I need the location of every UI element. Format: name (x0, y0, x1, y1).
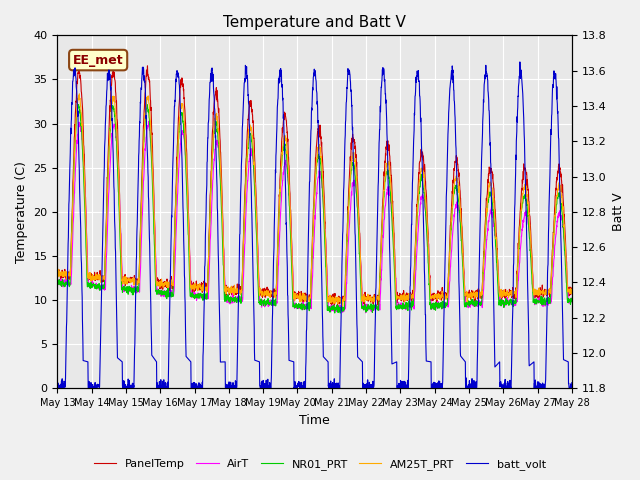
X-axis label: Time: Time (300, 414, 330, 427)
AirT (537, 298, 545, 303)
Line: batt_volt: batt_volt (58, 62, 572, 388)
AM25T_PRT (76, 91, 83, 97)
AirT (362, 310, 369, 316)
batt_volt (54, 385, 61, 391)
AM25T_PRT (341, 298, 349, 303)
NR01_PRT (54, 279, 61, 285)
batt_volt (197, 385, 205, 391)
AirT (197, 295, 205, 300)
PanelTemp (465, 295, 472, 300)
AM25T_PRT (465, 293, 472, 299)
PanelTemp (330, 304, 338, 310)
PanelTemp (537, 288, 545, 293)
AirT (145, 119, 153, 124)
NR01_PRT (75, 102, 83, 108)
AM25T_PRT (330, 295, 337, 300)
AirT (523, 214, 531, 219)
NR01_PRT (568, 297, 576, 302)
batt_volt (330, 384, 337, 390)
Line: PanelTemp: PanelTemp (58, 66, 572, 307)
Title: Temperature and Batt V: Temperature and Batt V (223, 15, 406, 30)
NR01_PRT (337, 310, 344, 316)
Text: EE_met: EE_met (73, 54, 124, 67)
AirT (568, 298, 576, 303)
NR01_PRT (197, 291, 205, 297)
AM25T_PRT (197, 286, 205, 291)
PanelTemp (197, 281, 205, 287)
NR01_PRT (523, 203, 531, 208)
AirT (330, 304, 337, 310)
Line: NR01_PRT: NR01_PRT (58, 105, 572, 313)
batt_volt (523, 242, 531, 248)
AirT (465, 301, 472, 307)
batt_volt (516, 59, 524, 65)
AirT (54, 281, 61, 287)
Legend: PanelTemp, AirT, NR01_PRT, AM25T_PRT, batt_volt: PanelTemp, AirT, NR01_PRT, AM25T_PRT, ba… (90, 455, 550, 474)
PanelTemp (54, 269, 61, 275)
AM25T_PRT (339, 303, 346, 309)
AirT (340, 302, 348, 308)
PanelTemp (341, 299, 349, 304)
Line: AirT: AirT (58, 121, 572, 313)
PanelTemp (330, 295, 337, 300)
AM25T_PRT (523, 194, 531, 200)
Y-axis label: Batt V: Batt V (612, 192, 625, 231)
batt_volt (340, 155, 348, 161)
AM25T_PRT (54, 269, 61, 275)
NR01_PRT (341, 295, 349, 301)
batt_volt (568, 380, 576, 385)
AM25T_PRT (537, 289, 545, 295)
NR01_PRT (537, 293, 545, 299)
PanelTemp (523, 173, 531, 179)
batt_volt (537, 381, 545, 387)
NR01_PRT (465, 301, 472, 307)
batt_volt (464, 385, 472, 391)
AM25T_PRT (568, 289, 576, 295)
Line: AM25T_PRT: AM25T_PRT (58, 94, 572, 306)
batt_volt (54, 378, 61, 384)
PanelTemp (109, 63, 117, 69)
NR01_PRT (330, 307, 337, 312)
Y-axis label: Temperature (C): Temperature (C) (15, 161, 28, 263)
PanelTemp (568, 287, 576, 293)
